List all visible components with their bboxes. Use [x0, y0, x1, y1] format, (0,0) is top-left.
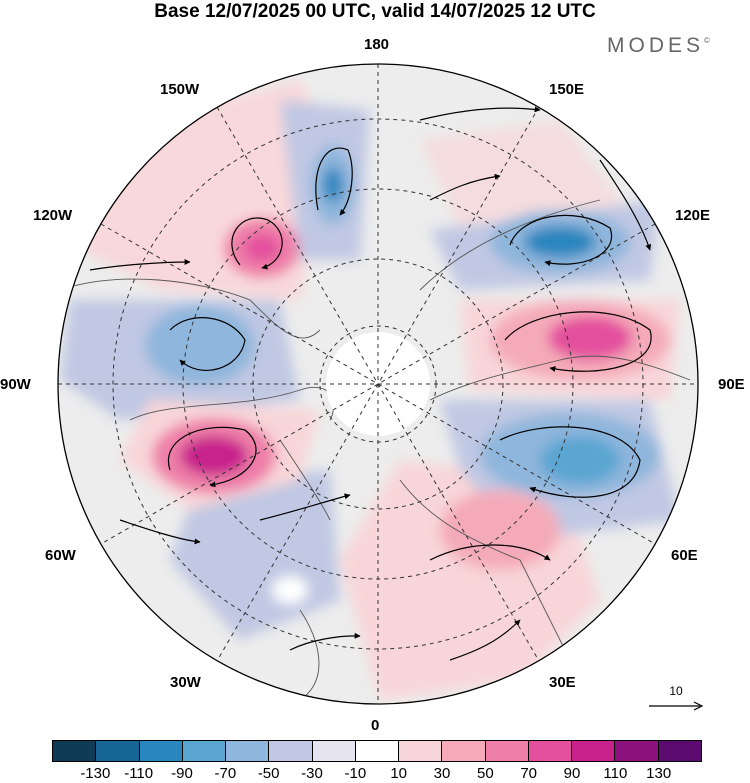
brand-logo: MODES©: [607, 34, 710, 58]
colorbar-swatch: [312, 741, 356, 761]
colorbar-tick-label: 70: [520, 765, 537, 782]
wind-vectors: [89, 106, 652, 661]
colorbar-swatch: [528, 741, 573, 761]
colorbar-tick-label: -130: [80, 765, 111, 782]
colorbar-swatch: [96, 741, 140, 761]
lon-label-60w: 60W: [45, 547, 76, 564]
colorbar-tick-label: -70: [214, 765, 237, 782]
brand-name: MODES: [607, 34, 705, 57]
colorbar-tick-label: 130: [646, 765, 672, 782]
map-title: Base 12/07/2025 00 UTC, valid 14/07/2025…: [154, 1, 596, 22]
lon-label-120w: 120W: [33, 207, 73, 224]
colorbar-tick-label: -50: [257, 765, 280, 782]
lon-label-150e: 150E: [549, 81, 585, 98]
colorbar-tick-label: -30: [301, 765, 323, 782]
lon-label-30e: 30E: [549, 674, 576, 691]
vector-reference-value: 10: [669, 684, 683, 698]
lon-label-180: 180: [364, 36, 390, 53]
lon-label-90e: 90E: [718, 376, 745, 393]
colorbar-tick-label: 90: [563, 765, 581, 782]
vector-reference: 10: [648, 684, 704, 717]
colorbar-swatch: [355, 741, 400, 761]
graticule: [58, 64, 698, 704]
colorbar-swatch: [658, 741, 701, 761]
polar-map: [57, 63, 699, 705]
colorbar-tick-label: 110: [603, 765, 628, 782]
vector-reference-arrow: [649, 701, 704, 711]
map-border: [57, 63, 699, 705]
lon-label-120e: 120E: [675, 207, 711, 224]
map-disk: [58, 64, 698, 704]
colorbar-swatch: [572, 741, 616, 761]
lon-label-0: 0: [371, 717, 380, 734]
colorbar-swatch: [442, 741, 486, 761]
lon-label-60e: 60E: [671, 547, 698, 564]
colorbar-tick-label: -10: [344, 765, 367, 782]
colorbar-tick-label: 30: [433, 765, 451, 782]
colorbar-swatch: [399, 741, 443, 761]
lon-label-90w: 90W: [0, 376, 31, 393]
colorbar-swatch: [139, 741, 183, 761]
lon-label-150w: 150W: [160, 81, 200, 98]
colorbar: [52, 740, 702, 762]
colorbar-tick-label: 10: [390, 765, 407, 782]
colorbar-swatch: [53, 741, 97, 761]
brand-mark: ©: [704, 36, 710, 45]
colorbar-swatch: [269, 741, 313, 761]
colorbar-tick-label: -90: [171, 765, 193, 782]
colorbar-swatch: [226, 741, 270, 761]
colorbar-tick-label: 50: [476, 765, 494, 782]
lon-label-30w: 30W: [170, 674, 201, 691]
colorbar-swatch: [485, 741, 529, 761]
colorbar-swatch: [182, 741, 227, 761]
colorbar-tick-label: -110: [124, 765, 154, 782]
colorbar-swatch: [615, 741, 659, 761]
